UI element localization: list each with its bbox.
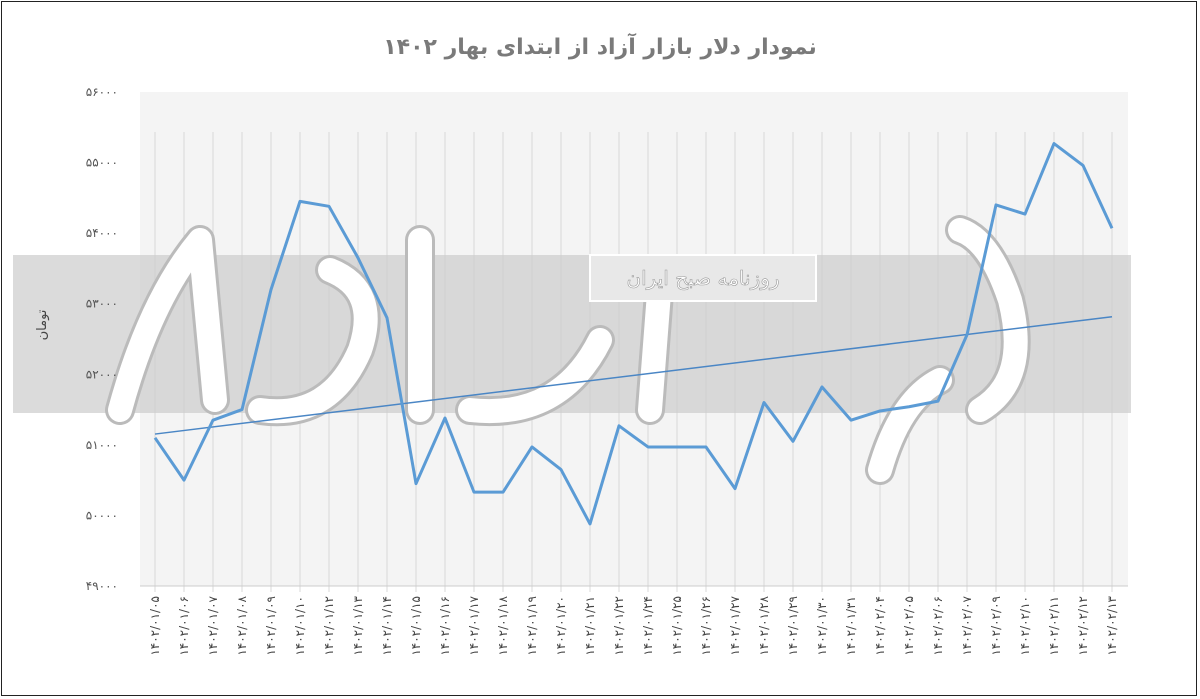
x-tick-label: ۱۴۰۲/۰۱/۱۵ [409, 596, 423, 656]
x-tick-label: ۱۴۰۲/۰۲/۱۳ [1105, 595, 1119, 655]
watermark-band-label-box [589, 254, 817, 302]
x-tick-label: ۱۴۰۲/۰۱/۱۳ [351, 595, 365, 655]
x-tick-label: ۱۴۰۲/۰۱/۱۲ [322, 596, 336, 656]
x-tick-label: ۱۴۰۲/۰۱/۲۰ [554, 596, 568, 656]
x-tick-label: ۱۴۰۲/۰۱/۰۶ [177, 596, 191, 656]
x-tick-label: ۱۴۰۲/۰۱/۲۵ [670, 596, 684, 656]
watermark-band-label: روزنامه صبح ایران [626, 266, 779, 290]
x-tick-label: ۱۴۰۲/۰۲/۱۰ [1018, 596, 1032, 656]
trendline [154, 315, 1113, 435]
x-tick-label: ۱۴۰۲/۰۱/۳۰ [815, 596, 829, 656]
chart-title: نمودار دلار بازار آزاد از ابتدای بهار ۱۴… [383, 32, 817, 60]
y-tick-label: ۵۴۰۰۰ [86, 226, 118, 240]
watermark-logo [105, 215, 1031, 485]
x-tick-label: ۱۴۰۲/۰۱/۰۵ [148, 596, 162, 656]
x-tick-label: ۱۴۰۲/۰۱/۱۷ [467, 595, 481, 655]
x-tick-label: ۱۴۰۲/۰۱/۰۸ [235, 595, 249, 655]
x-tick-label: ۱۴۰۲/۰۲/۰۵ [902, 596, 916, 656]
x-tick-label: ۱۴۰۲/۰۱/۱۸ [496, 595, 510, 655]
x-tick-label: ۱۴۰۲/۰۱/۲۶ [699, 596, 713, 656]
x-tick-label: ۱۴۰۲/۰۱/۱۴ [380, 596, 394, 656]
y-tick-label: ۵۲۰۰۰ [86, 367, 118, 381]
x-tick-label: ۱۴۰۲/۰۱/۳۱ [844, 596, 858, 656]
y-tick-label: ۵۱۰۰۰ [86, 438, 118, 452]
x-tick-label: ۱۴۰۲/۰۲/۰۶ [931, 596, 945, 656]
x-tick-label: ۱۴۰۲/۰۱/۱۰ [293, 596, 307, 656]
x-tick-label: ۱۴۰۲/۰۱/۲۲ [612, 596, 626, 656]
x-tick-label: ۱۴۰۲/۰۱/۲۴ [641, 596, 655, 656]
x-tick-label: ۱۴۰۲/۰۲/۰۴ [873, 596, 887, 656]
series-line [153, 142, 1114, 526]
y-tick-label: ۴۹۰۰۰ [86, 579, 118, 593]
x-tick-label: ۱۴۰۲/۰۲/۰۹ [989, 596, 1003, 656]
x-tick-label: ۱۴۰۲/۰۱/۱۶ [438, 596, 452, 656]
x-tick-label: ۱۴۰۲/۰۱/۲۹ [786, 596, 800, 656]
x-tick-label: ۱۴۰۲/۰۱/۲۷ [728, 595, 742, 655]
x-tick-label: ۱۴۰۲/۰۲/۱۲ [1076, 596, 1090, 656]
x-tick-label: ۱۴۰۲/۰۱/۲۸ [757, 595, 771, 655]
y-axis-label: تومان [35, 309, 50, 340]
x-tick-label: ۱۴۰۲/۰۱/۰۹ [264, 596, 278, 656]
x-tick-label: ۱۴۰۲/۰۱/۰۷ [206, 595, 220, 655]
y-tick-label: ۵۵۰۰۰ [86, 156, 118, 170]
y-tick-label: ۵۶۰۰۰ [86, 85, 118, 99]
y-tick-label: ۵۳۰۰۰ [86, 297, 118, 311]
y-tick-label: ۵۰۰۰۰ [86, 508, 118, 522]
x-tick-label: ۱۴۰۲/۰۱/۱۹ [525, 596, 539, 656]
x-tick-label: ۱۴۰۲/۰۲/۰۷ [960, 595, 974, 655]
x-tick-label: ۱۴۰۲/۰۱/۲۱ [583, 596, 597, 656]
x-tick-label: ۱۴۰۲/۰۲/۱۱ [1047, 596, 1061, 656]
